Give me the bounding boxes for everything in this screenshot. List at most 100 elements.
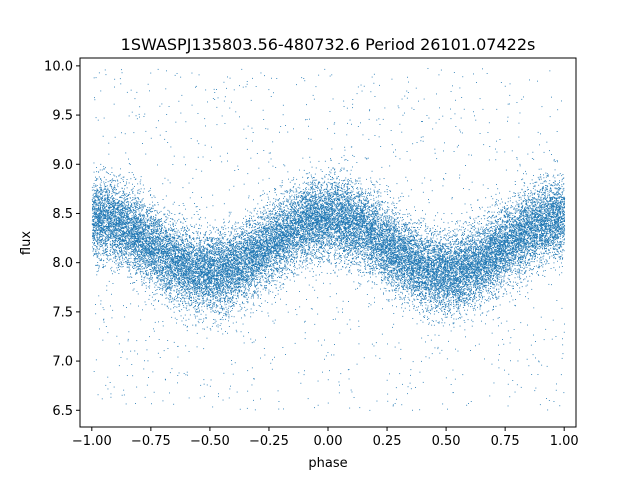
data-point [203,379,205,381]
data-point [298,267,300,269]
data-point [487,248,489,250]
data-point [560,225,561,226]
data-point [212,306,213,308]
data-point [227,253,229,255]
data-point [437,265,439,266]
data-point [272,278,274,280]
data-point [278,268,279,270]
data-point [136,201,138,203]
data-point [525,213,527,215]
data-point [326,209,328,211]
data-point [95,245,96,247]
data-point [260,239,262,241]
data-point [367,212,369,213]
data-point [343,106,345,107]
data-point [499,203,501,205]
data-point [147,233,149,235]
data-point [111,204,113,205]
data-point [96,188,98,190]
data-point [390,276,392,278]
data-point [358,243,360,245]
data-point [372,245,374,247]
data-point [183,373,185,374]
data-point [123,233,125,235]
data-point [291,216,293,218]
data-point [250,157,252,159]
data-point [314,191,316,192]
data-point [344,149,346,151]
data-point [543,244,545,245]
data-point [136,225,138,227]
data-point [369,215,371,217]
data-point [153,252,155,254]
data-point [137,183,139,185]
data-point [302,176,304,178]
data-point [270,216,272,218]
data-point [428,290,430,292]
data-point [356,243,357,245]
data-point [135,218,137,220]
data-point [175,257,177,259]
data-point [99,234,101,236]
data-point [232,237,234,239]
data-point [480,228,481,230]
data-point [279,208,280,210]
data-point [119,243,121,245]
data-point [154,286,156,288]
data-point [248,251,250,253]
data-point [528,263,530,265]
data-point [362,253,364,255]
data-point [541,237,543,239]
data-point [128,227,129,229]
data-point [94,180,96,181]
data-point [457,257,459,259]
data-point [340,203,342,205]
data-point [229,264,231,265]
data-point [105,252,106,253]
data-point [498,291,500,292]
data-point [369,234,370,235]
data-point [281,262,283,264]
data-point [278,205,280,207]
data-point [124,247,126,249]
data-point [459,273,460,275]
data-point [142,213,144,215]
data-point [297,197,299,198]
data-point [551,208,553,210]
data-point [514,225,515,227]
data-point [378,253,380,254]
data-point [430,265,432,267]
data-point [164,304,166,306]
data-point [108,280,110,282]
data-point [316,232,318,234]
data-point [422,255,424,256]
data-point [425,246,427,248]
data-point [370,258,372,260]
data-point [501,230,503,232]
data-point [131,227,132,229]
data-point [424,317,425,318]
data-point [262,206,264,208]
data-point [143,224,145,226]
data-point [441,287,443,289]
data-point [299,220,301,222]
data-point [93,171,95,173]
data-point [389,270,391,272]
data-point [175,222,177,224]
data-point [206,244,208,245]
data-point [527,197,529,199]
data-point [496,263,498,265]
data-point [264,256,266,258]
data-point [189,279,191,281]
data-point [470,275,471,277]
data-point [264,213,266,214]
data-point [115,220,117,222]
data-point [246,223,248,225]
data-point [376,247,378,249]
data-point [113,225,115,227]
data-point [334,272,336,274]
data-point [384,272,386,273]
data-point [311,251,313,253]
data-point [255,259,256,261]
data-point [308,203,309,205]
